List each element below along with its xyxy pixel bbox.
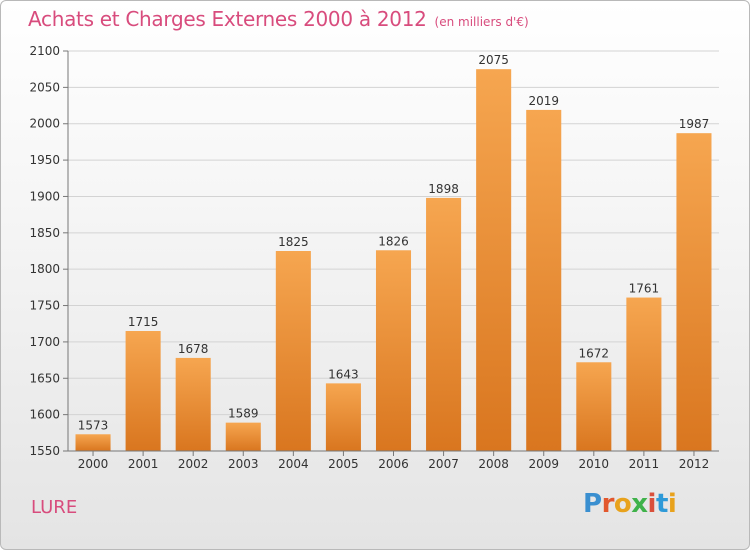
x-tick-label: 2007 bbox=[428, 457, 459, 471]
y-tick-label: 2050 bbox=[29, 80, 60, 94]
y-tick-label: 1750 bbox=[29, 299, 60, 313]
x-tick-label: 2010 bbox=[579, 457, 610, 471]
data-label: 1643 bbox=[328, 367, 359, 381]
data-label: 1898 bbox=[428, 182, 459, 196]
x-tick-label: 2002 bbox=[178, 457, 209, 471]
labels: 1550 1600 1650 1700 1750 1800 1850 1900 1950 2000… bbox=[29, 44, 709, 471]
data-label: 1678 bbox=[178, 342, 209, 356]
y-tick-label: 1650 bbox=[29, 371, 60, 385]
bars bbox=[75, 69, 712, 451]
data-label: 1825 bbox=[278, 235, 309, 249]
bar bbox=[576, 362, 612, 451]
data-label: 1761 bbox=[629, 282, 660, 296]
x-tick-label: 2004 bbox=[278, 457, 309, 471]
bar bbox=[626, 297, 662, 451]
bar bbox=[275, 251, 311, 451]
y-tick-label: 1850 bbox=[29, 226, 60, 240]
x-tick-label: 2006 bbox=[378, 457, 409, 471]
y-tick-label: 1950 bbox=[29, 153, 60, 167]
data-label: 1987 bbox=[679, 117, 710, 131]
bar bbox=[676, 133, 712, 451]
data-label: 1826 bbox=[378, 234, 409, 248]
y-tick-label: 1900 bbox=[29, 189, 60, 203]
y-tick-label: 1600 bbox=[29, 408, 60, 422]
bar bbox=[175, 357, 211, 451]
x-tick-label: 2003 bbox=[228, 457, 259, 471]
bar bbox=[325, 383, 361, 451]
chart-title: Achats et Charges Externes 2000 à 2012 (e… bbox=[28, 7, 529, 31]
chart-subtitle: (en milliers d'€) bbox=[434, 15, 529, 29]
logo-letter: i bbox=[647, 489, 657, 519]
bar bbox=[476, 69, 512, 451]
y-tick-label: 2000 bbox=[29, 117, 60, 131]
y-tick-label: 1550 bbox=[29, 444, 60, 458]
bar bbox=[426, 197, 462, 451]
data-label: 1672 bbox=[579, 346, 610, 360]
x-tick-label: 2011 bbox=[629, 457, 660, 471]
bar bbox=[375, 250, 412, 451]
x-tick-label: 2012 bbox=[679, 457, 710, 471]
x-tick-label: 2005 bbox=[328, 457, 359, 471]
bar bbox=[75, 434, 111, 451]
axes bbox=[63, 50, 719, 456]
logo-letter: t bbox=[655, 489, 668, 519]
bar bbox=[125, 331, 161, 451]
x-tick-label: 2000 bbox=[78, 457, 109, 471]
y-tick-label: 1700 bbox=[29, 335, 60, 349]
y-tick-label: 2100 bbox=[29, 44, 60, 58]
bar bbox=[526, 109, 562, 451]
logo-letter: r bbox=[601, 489, 615, 519]
data-label: 2075 bbox=[478, 53, 509, 67]
data-label: 1589 bbox=[228, 407, 259, 421]
logo-letter: i bbox=[667, 489, 677, 519]
data-label: 1573 bbox=[78, 418, 109, 432]
data-label: 1715 bbox=[128, 315, 159, 329]
proxiti-logo: Proxiti bbox=[583, 489, 677, 519]
logo-letter: x bbox=[631, 489, 648, 519]
y-tick-label: 1800 bbox=[29, 262, 60, 276]
place-name: LURE bbox=[31, 497, 78, 518]
x-tick-label: 2009 bbox=[528, 457, 559, 471]
bar bbox=[225, 422, 261, 451]
logo-letter: P bbox=[583, 489, 602, 519]
logo-letter: o bbox=[613, 489, 632, 519]
title-text: Achats et Charges Externes 2000 à 2012 bbox=[28, 7, 427, 31]
x-tick-label: 2008 bbox=[478, 457, 509, 471]
x-tick-label: 2001 bbox=[128, 457, 159, 471]
data-label: 2019 bbox=[528, 94, 559, 108]
